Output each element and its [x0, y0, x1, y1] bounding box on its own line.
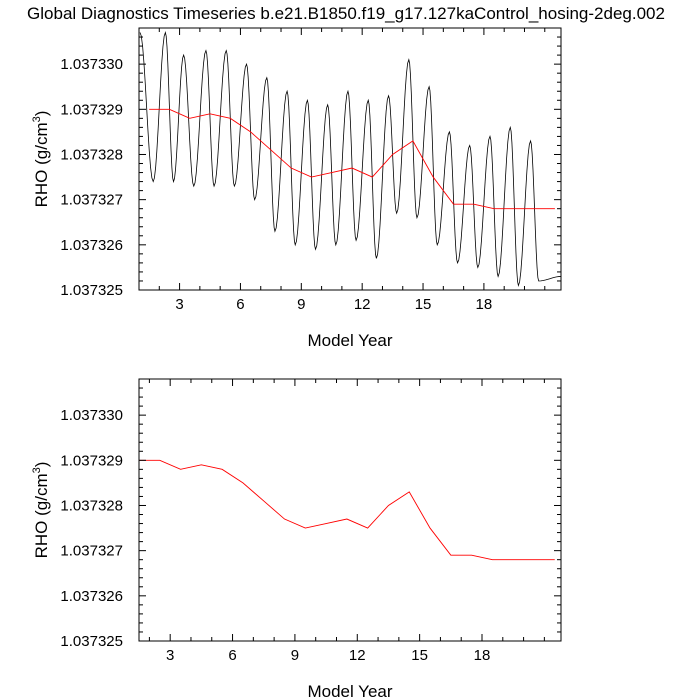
y-axis-label-superscript: 3	[31, 467, 43, 473]
y-axis-label-close: )	[32, 111, 51, 117]
y-axis-label-main: RHO (g/cm	[32, 473, 51, 558]
x-tick-label: 3	[175, 296, 183, 313]
y-tick-label: 1.037326	[60, 237, 123, 254]
annual-mean-line	[149, 108, 555, 210]
chart-panel-1: 3 6 9 12 15 18 1.037325 1.037326 1.037327 1.03732…	[31, 27, 562, 350]
y-tick-label: 1.037329	[60, 101, 123, 118]
x-axis-label: Model Year	[307, 682, 392, 700]
x-tick-label: 12	[349, 647, 366, 664]
y-tick-label: 1.037330	[60, 407, 123, 424]
y-tick-label: 1.037329	[60, 452, 123, 469]
y-tick-label: 1.037325	[60, 282, 123, 299]
y-tick-label: 1.037327	[60, 543, 123, 560]
x-tick-label: 18	[474, 647, 491, 664]
y-tick-label: 1.037328	[60, 497, 123, 514]
y-tick-label: 1.037327	[60, 192, 123, 209]
figure-title: Global Diagnostics Timeseries b.e21.B185…	[27, 4, 665, 23]
y-tick-label: 1.037325	[60, 633, 123, 650]
x-tick-label: 6	[236, 296, 244, 313]
x-tick-label: 9	[297, 296, 305, 313]
x-tick-label: 6	[228, 647, 236, 664]
x-tick-label: 18	[476, 296, 493, 313]
x-tick-label: 9	[291, 647, 299, 664]
x-tick-label: 15	[415, 296, 432, 313]
y-axis-label-superscript: 3	[31, 116, 43, 122]
annual-mean-line	[139, 459, 555, 561]
plot-frame	[138, 378, 562, 642]
x-tick-label: 15	[411, 647, 428, 664]
x-tick-label: 3	[166, 647, 174, 664]
y-tick-label: 1.037330	[60, 56, 123, 73]
y-axis-label: RHO (g/cm3)	[31, 111, 51, 208]
y-tick-label: 1.037328	[60, 146, 123, 163]
monthly-series-line	[139, 31, 561, 287]
chart-panel-2: 3 6 9 12 15 18 1.037325 1.037326 1.037327 1.03732…	[31, 378, 562, 700]
y-tick-label: 1.037326	[60, 588, 123, 605]
y-axis-label-close: )	[32, 462, 51, 468]
plot-frame	[138, 27, 562, 291]
x-tick-label: 12	[354, 296, 371, 313]
x-axis-label: Model Year	[307, 331, 392, 350]
y-axis-label-main: RHO (g/cm	[32, 122, 51, 207]
y-axis-label: RHO (g/cm3)	[31, 462, 51, 559]
